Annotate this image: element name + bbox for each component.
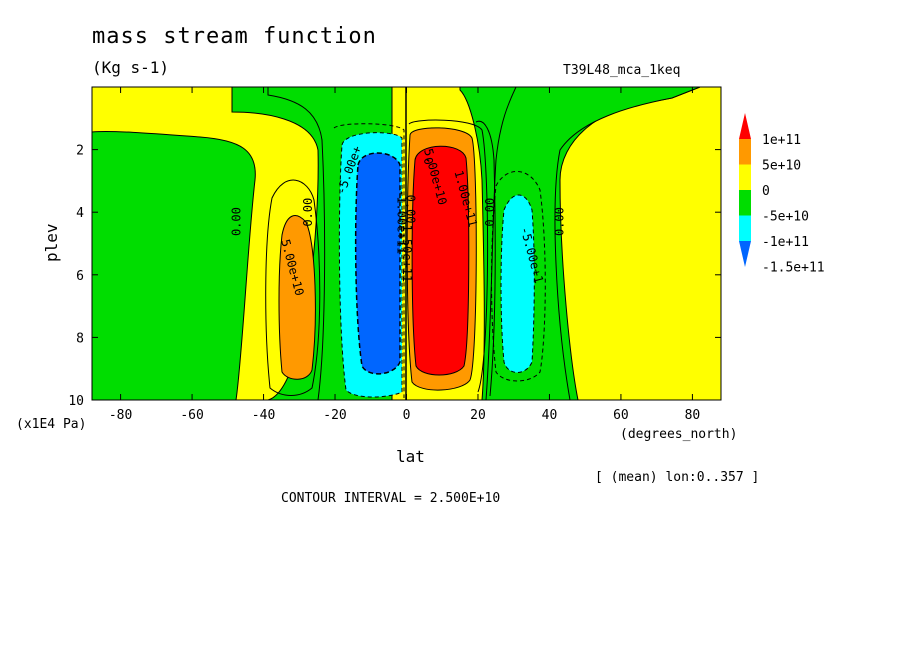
x-axis-label: lat [396, 447, 425, 466]
contour-line-sh-a [265, 179, 321, 396]
y-axis-label: plev [42, 223, 61, 262]
contour-label: 0.00 [404, 195, 418, 224]
colorbar-swatch [739, 190, 751, 216]
colorbar-cap-bottom [739, 241, 751, 267]
contour-line-nh-a [491, 171, 546, 382]
x-units-label: (degrees_north) [620, 427, 738, 442]
colorbar-cap-top [739, 113, 751, 139]
x-tick-label: 40 [542, 408, 558, 423]
colorbar-label: -5e+10 [762, 210, 809, 225]
y-tick-label: 8 [76, 331, 84, 346]
colorbar-label: 0 [762, 184, 770, 199]
colorbar: 1e+11 5e+10 0 -5e+10 -1e+11 -1.5e+11 [739, 113, 825, 276]
y-tick-label: 10 [68, 394, 84, 409]
contour-line-sh-b [333, 123, 405, 398]
field-yellow-sh-band [92, 87, 319, 400]
chart-title: mass stream function [92, 24, 377, 49]
field-yellow-east [559, 87, 721, 400]
contour-label: 0.00 [483, 198, 497, 227]
x-tick-label: -80 [109, 408, 132, 423]
units-label: (Kg s-1) [92, 58, 170, 77]
contour-line-nh-c [408, 119, 489, 393]
contour-line-nh-b [475, 120, 496, 397]
contour-label: -1.00e+11 [395, 189, 409, 254]
colorbar-label: -1.5e+11 [762, 261, 825, 276]
y-tick-label: 2 [76, 144, 84, 159]
contour-label: 0.00 [553, 207, 567, 236]
colorbar-swatch [739, 164, 751, 190]
field-red-nh [411, 145, 470, 376]
colorbar-label: 5e+10 [762, 159, 801, 174]
colorbar-label: 1e+11 [762, 133, 801, 148]
contour-label: 0.00 [229, 207, 243, 236]
x-tick-label: 20 [470, 408, 486, 423]
x-tick-label: -40 [252, 408, 275, 423]
field-orange-sh [278, 215, 316, 380]
field-green-nh-strip [485, 87, 701, 400]
x-tick-label: 0 [403, 408, 411, 423]
field-blue-sh [354, 152, 401, 375]
y-units-label: (x1E4 Pa) [16, 417, 87, 432]
colorbar-swatch [739, 139, 751, 165]
field-cyan-nh [500, 194, 535, 373]
contour-label: 0.00 [301, 198, 315, 227]
mean-note: [ (mean) lon:0..357 ] [595, 470, 760, 485]
x-tick-label: -20 [323, 408, 346, 423]
field-layers [92, 87, 721, 400]
colorbar-label: -1e+11 [762, 235, 809, 250]
colorbar-swatch [739, 215, 751, 241]
y-axis: 2 4 6 8 10 [68, 144, 721, 409]
y-tick-label: 4 [76, 206, 84, 221]
run-label: T39L48_mca_1keq [563, 63, 681, 78]
contour-label: 0 [421, 156, 436, 167]
contour-label: -1.50e+11 [400, 217, 414, 282]
contour-interval: CONTOUR INTERVAL = 2.500E+10 [281, 491, 501, 506]
x-tick-label: -60 [180, 408, 203, 423]
x-tick-label: 80 [685, 408, 701, 423]
x-tick-label: 60 [613, 408, 629, 423]
y-tick-label: 6 [76, 269, 84, 284]
x-axis: -80 -60 -40 -20 0 20 40 60 80 [109, 87, 700, 423]
